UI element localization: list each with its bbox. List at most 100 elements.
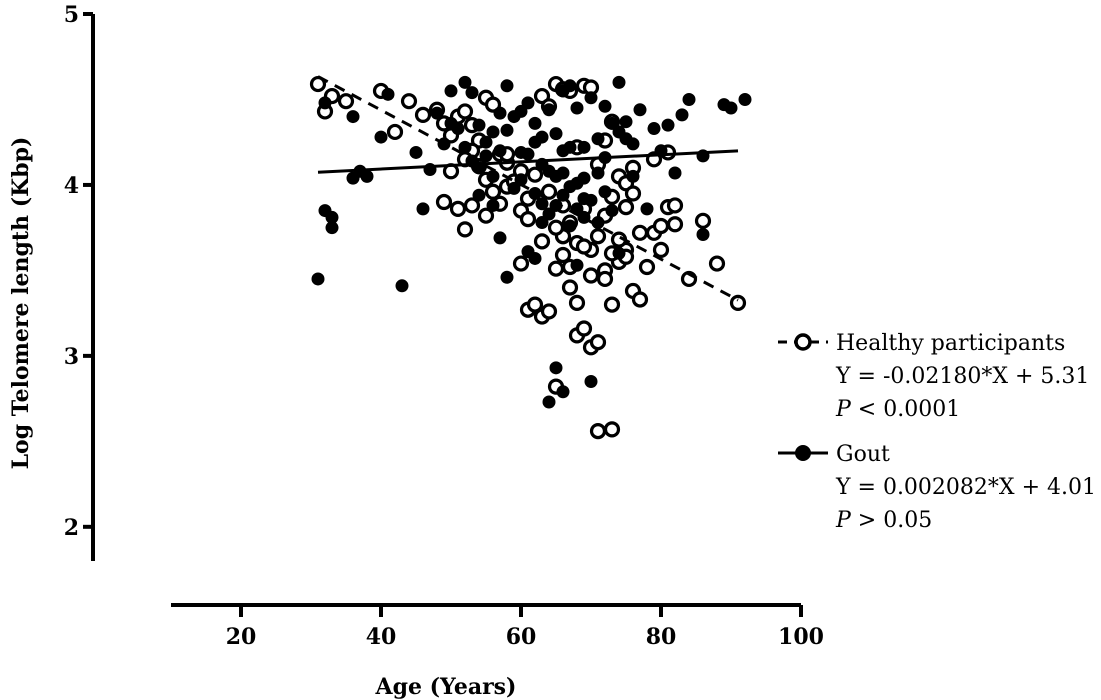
legend: Healthy participants Y = -0.02180*X + 5.…	[778, 331, 1096, 533]
gout-point	[696, 228, 710, 242]
gout-point	[556, 188, 570, 202]
healthy-point	[547, 219, 565, 236]
healthy-point	[449, 200, 467, 217]
healthy-point	[540, 303, 558, 320]
gout-point	[724, 101, 738, 115]
healthy-point	[603, 421, 621, 438]
gout-point	[535, 197, 549, 211]
gout-point	[605, 204, 619, 218]
gout-point	[577, 140, 591, 154]
x-tick-label: 100	[778, 624, 824, 650]
gout-point	[535, 216, 549, 230]
gout-point	[416, 202, 430, 216]
axes: 2 3 4 5 20 40 60 80 100	[64, 2, 824, 650]
healthy-point	[526, 296, 544, 313]
gout-point	[633, 103, 647, 117]
y-axis-title: Log Telomere length (Kbp)	[8, 137, 34, 470]
healthy-point	[617, 199, 635, 216]
gout-point	[542, 395, 556, 409]
legend-healthy-label: Healthy participants	[836, 331, 1065, 356]
gout-point	[591, 166, 605, 180]
gout-point	[486, 198, 500, 212]
healthy-point	[463, 197, 481, 214]
legend-healthy-marker	[794, 333, 812, 351]
y-tick-label: 2	[64, 515, 79, 541]
gout-point	[472, 188, 486, 202]
healthy-point	[526, 166, 544, 183]
healthy-point	[386, 123, 404, 141]
gout-point	[458, 140, 472, 154]
gout-point	[500, 270, 514, 284]
gout-point	[311, 272, 325, 286]
legend-healthy: Healthy participants Y = -0.02180*X + 5.…	[778, 331, 1089, 422]
gout-point	[325, 221, 339, 235]
healthy-point	[512, 255, 530, 272]
legend-gout-pvalue: P > 0.05	[835, 508, 932, 533]
healthy-point	[603, 296, 621, 313]
gout-point	[675, 108, 689, 122]
gout-regression-line	[317, 149, 739, 174]
x-ticks: 20 40 60 80 100	[226, 605, 824, 650]
healthy-point	[575, 320, 593, 337]
legend-gout-p-text: > 0.05	[851, 508, 932, 533]
gout-point	[619, 115, 633, 129]
gout-point	[584, 375, 598, 389]
gout-point	[346, 110, 360, 124]
gout-point	[640, 202, 654, 216]
healthy-point	[624, 185, 642, 202]
healthy-point	[575, 238, 593, 255]
y-tick-label: 5	[64, 2, 79, 28]
healthy-point	[666, 216, 684, 233]
healthy-point	[729, 294, 747, 311]
legend-healthy-p-symbol: P	[835, 397, 852, 422]
gout-point	[514, 145, 528, 159]
healthy-point	[554, 246, 572, 264]
gout-point	[528, 135, 542, 149]
gout-point	[479, 135, 493, 149]
gout-point	[318, 96, 332, 110]
gout-point	[458, 75, 472, 89]
gout-point	[563, 219, 577, 233]
healthy-point	[519, 211, 537, 228]
gout-point	[451, 122, 465, 136]
healthy-point	[435, 193, 453, 211]
healthy-point	[533, 233, 551, 250]
gout-point	[605, 116, 619, 130]
gout-point	[395, 279, 409, 293]
gout-point	[528, 251, 542, 265]
regression-lines	[317, 75, 739, 302]
healthy-point	[652, 241, 670, 258]
gout-point	[507, 110, 521, 124]
gout-point	[542, 207, 556, 221]
gout-point	[528, 186, 542, 200]
healthy-point	[589, 334, 607, 351]
healthy-point	[589, 422, 607, 440]
gout-point	[528, 116, 542, 130]
gout-point	[479, 149, 493, 163]
healthy-point	[456, 221, 474, 238]
healthy-point	[484, 183, 502, 200]
y-tick-label: 4	[64, 173, 79, 199]
gout-point	[577, 171, 591, 185]
gout-point	[661, 118, 675, 132]
gout-point	[738, 92, 752, 106]
x-axis-title: Age (Years)	[375, 674, 517, 700]
gout-point	[598, 185, 612, 199]
gout-point	[486, 169, 500, 183]
healthy-point	[694, 212, 712, 229]
gout-point	[626, 137, 640, 151]
gout-point	[472, 118, 486, 132]
gout-point	[521, 96, 535, 110]
healthy-regression-line	[317, 75, 739, 302]
healthy-point	[414, 106, 432, 123]
healthy-point	[477, 207, 495, 224]
gout-point	[556, 385, 570, 399]
healthy-point	[561, 279, 579, 296]
gout-point	[507, 181, 521, 195]
gout-point	[591, 132, 605, 146]
healthy-point	[568, 294, 586, 311]
y-ticks: 2 3 4 5	[64, 2, 93, 541]
gout-point	[444, 84, 458, 98]
gout-point	[668, 166, 682, 180]
